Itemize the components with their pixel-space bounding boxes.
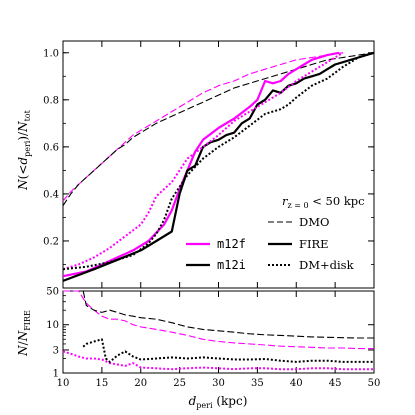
top-ytick-label: 0.6 [43, 142, 59, 153]
top-panel: 0.2 0.4 0.6 0.8 1.0 [43, 40, 375, 289]
xtick-label: 35 [251, 378, 264, 389]
legend-fire-label: FIRE [299, 237, 329, 251]
xtick-label: 10 [57, 378, 70, 389]
legend-m12i-label: m12i [217, 258, 246, 272]
top-series-m12i-dotted [62, 51, 375, 271]
bottom-ytick-label: 50 [46, 287, 59, 298]
xlabel: dperi (kpc) [189, 394, 248, 410]
top-ytick-label: 0.8 [43, 95, 59, 106]
bottom-ytick-label: 3 [53, 345, 59, 356]
top-series-m12f-dotted [62, 51, 344, 271]
bottom-series-m12i-dashed [82, 290, 374, 339]
xtick-label: 45 [329, 378, 342, 389]
top-series-m12f-solid [62, 51, 340, 278]
legend-m12f-label: m12f [217, 237, 246, 251]
top-series-m12i-solid [62, 51, 375, 282]
top-ytick-label: 1.0 [43, 48, 59, 59]
legend: DMO m12f FIRE m12i DM+disk [186, 215, 355, 272]
selection-annotation: rz = 0 < 50 kpc [282, 194, 365, 210]
bottom-series-m12i-dotted [82, 338, 374, 363]
legend-dmdisk-label: DM+disk [299, 258, 355, 272]
top-series-m12i-dashed [62, 52, 375, 207]
xtick-label: 15 [96, 378, 109, 389]
bottom-ylabel: N/NFIRE [16, 310, 32, 357]
top-ytick-label: 0.4 [43, 189, 59, 200]
xtick-label: 30 [212, 378, 225, 389]
xtick-label: 25 [173, 378, 186, 389]
bottom-series-m12f-dashed [63, 290, 374, 350]
bottom-ytick-label: 1 [53, 369, 59, 380]
xtick-label: 40 [290, 378, 303, 389]
legend-dmo-label: DMO [299, 215, 329, 229]
xtick-label: 50 [368, 378, 381, 389]
bottom-panel: 1 3 10 50 10 15 20 25 30 35 40 45 50 [46, 287, 380, 390]
bottom-series-m12f-dotted [62, 350, 374, 371]
top-series-m12f-dashed [62, 52, 343, 202]
top-ytick-label: 0.2 [43, 236, 59, 247]
top-ylabel: N(<dperi)/Ntot [16, 109, 32, 190]
bottom-ytick-label: 10 [46, 320, 59, 331]
xtick-label: 20 [134, 378, 147, 389]
